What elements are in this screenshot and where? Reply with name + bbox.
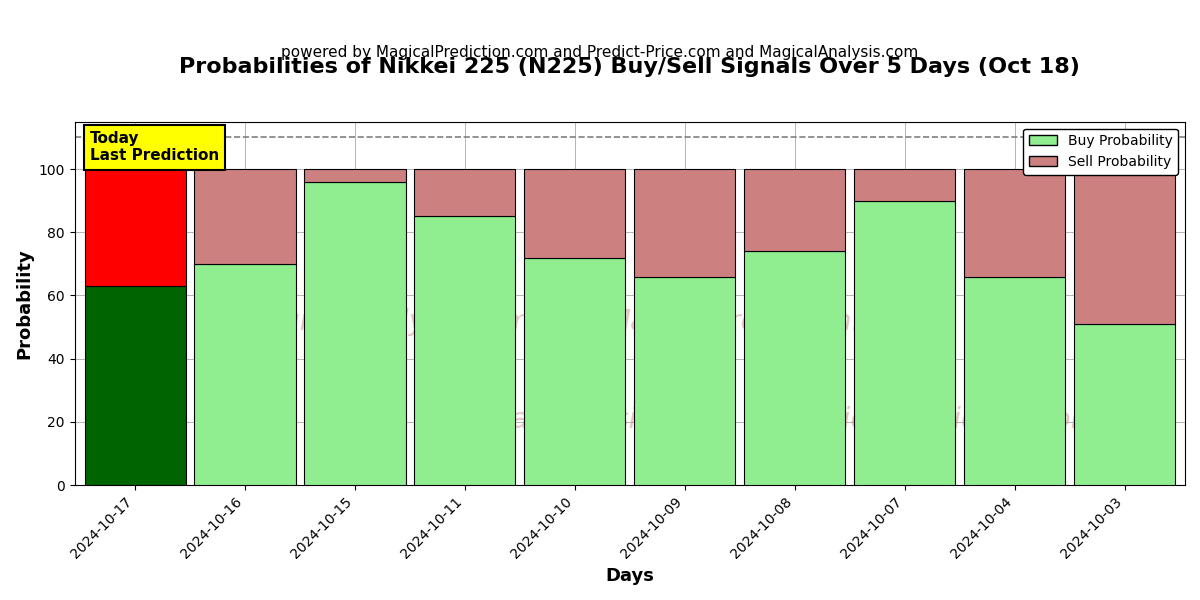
Bar <box>744 251 845 485</box>
Bar <box>964 277 1066 485</box>
Title: Probabilities of Nikkei 225 (N225) Buy/Sell Signals Over 5 Days (Oct 18): Probabilities of Nikkei 225 (N225) Buy/S… <box>179 57 1080 77</box>
Bar <box>635 277 736 485</box>
Text: Today
Last Prediction: Today Last Prediction <box>90 131 220 163</box>
Bar <box>414 217 516 485</box>
Bar <box>1074 169 1175 324</box>
Bar <box>84 169 186 286</box>
Bar <box>194 264 295 485</box>
Text: MagicalAnalysis.com: MagicalAnalysis.com <box>430 406 719 434</box>
Bar <box>1074 324 1175 485</box>
Bar <box>84 286 186 485</box>
Bar <box>305 169 406 182</box>
Bar <box>854 169 955 200</box>
Bar <box>524 169 625 257</box>
Bar <box>744 169 845 251</box>
Text: MagicalPrediction.com: MagicalPrediction.com <box>784 406 1098 434</box>
X-axis label: Days: Days <box>605 567 654 585</box>
Text: MagicalPrediction.com: MagicalPrediction.com <box>606 308 920 335</box>
Bar <box>305 182 406 485</box>
Bar <box>854 200 955 485</box>
Text: MagicalAnalysis.com: MagicalAnalysis.com <box>241 308 530 335</box>
Bar <box>414 169 516 217</box>
Y-axis label: Probability: Probability <box>16 248 34 359</box>
Text: powered by MagicalPrediction.com and Predict-Price.com and MagicalAnalysis.com: powered by MagicalPrediction.com and Pre… <box>281 45 919 60</box>
Legend: Buy Probability, Sell Probability: Buy Probability, Sell Probability <box>1024 128 1178 175</box>
Bar <box>524 257 625 485</box>
Bar <box>964 169 1066 277</box>
Bar <box>194 169 295 264</box>
Bar <box>635 169 736 277</box>
